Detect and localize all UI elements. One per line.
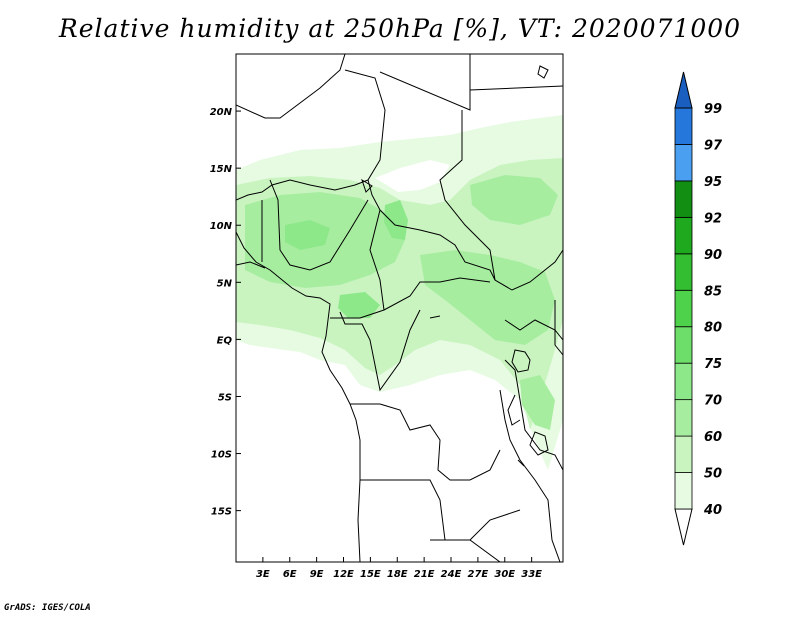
colorbar-box bbox=[674, 289, 693, 328]
colorbar-label: 80 bbox=[704, 321, 722, 336]
x-tick-label: 21E bbox=[414, 569, 435, 580]
colorbar-box bbox=[674, 180, 693, 218]
latitude-ticks: 20N 15N 10N 5N EQ 5S 10S 15S bbox=[210, 107, 241, 518]
colorbar-label: 85 bbox=[704, 284, 722, 299]
colorbar-label: 75 bbox=[704, 357, 722, 372]
map-frame bbox=[235, 53, 564, 563]
colorbar-label: 40 bbox=[703, 503, 722, 518]
colorbar-label: 60 bbox=[704, 430, 722, 445]
colorbar-label: 50 bbox=[704, 467, 722, 482]
colorbar-label: 92 bbox=[704, 211, 722, 226]
colorbar-label: 70 bbox=[704, 394, 722, 409]
colorbar-box bbox=[674, 326, 693, 364]
x-tick-label: 15E bbox=[360, 569, 381, 580]
longitude-ticks: 3E 6E 9E 12E 15E 18E 21E 24E 27E 30E 33E bbox=[256, 557, 542, 580]
colorbar-high-triangle bbox=[674, 71, 693, 109]
colorbar-box bbox=[674, 216, 693, 255]
colorbar-box bbox=[674, 435, 693, 473]
colorbar-box bbox=[674, 144, 693, 182]
y-tick-label: 10N bbox=[210, 221, 233, 232]
humidity-field bbox=[236, 115, 563, 470]
country-borders bbox=[236, 54, 563, 562]
colorbar-box bbox=[674, 107, 693, 145]
colorbar-label: 97 bbox=[704, 138, 723, 153]
x-tick-label: 30E bbox=[494, 569, 515, 580]
colorbar-box bbox=[674, 472, 693, 510]
grads-credit: GrADS: IGES/COLA bbox=[4, 603, 91, 613]
colorbar-box bbox=[674, 399, 693, 437]
y-tick-label: 5N bbox=[217, 278, 233, 289]
colorbar-label: 99 bbox=[704, 102, 722, 117]
y-tick-label: EQ bbox=[217, 335, 233, 346]
y-tick-label: 20N bbox=[210, 107, 233, 118]
x-tick-label: 24E bbox=[441, 569, 462, 580]
x-tick-label: 6E bbox=[283, 569, 297, 580]
y-tick-label: 15N bbox=[210, 164, 233, 175]
x-tick-label: 27E bbox=[468, 569, 489, 580]
colorbar-box bbox=[674, 362, 693, 401]
colorbar-label: 95 bbox=[704, 175, 722, 190]
y-tick-label: 5S bbox=[218, 392, 232, 403]
x-tick-label: 9E bbox=[310, 569, 324, 580]
x-tick-label: 3E bbox=[256, 569, 270, 580]
x-tick-label: 18E bbox=[387, 569, 408, 580]
map-title: Relative humidity at 250hPa [%], VT: 202… bbox=[58, 14, 742, 43]
colorbar-label: 90 bbox=[704, 248, 722, 263]
y-tick-label: 10S bbox=[211, 450, 232, 461]
x-tick-label: 33E bbox=[521, 569, 542, 580]
colorbar-low-triangle bbox=[674, 508, 693, 546]
x-tick-label: 12E bbox=[333, 569, 354, 580]
y-tick-label: 15S bbox=[211, 507, 232, 518]
colorbar-box bbox=[674, 253, 693, 291]
